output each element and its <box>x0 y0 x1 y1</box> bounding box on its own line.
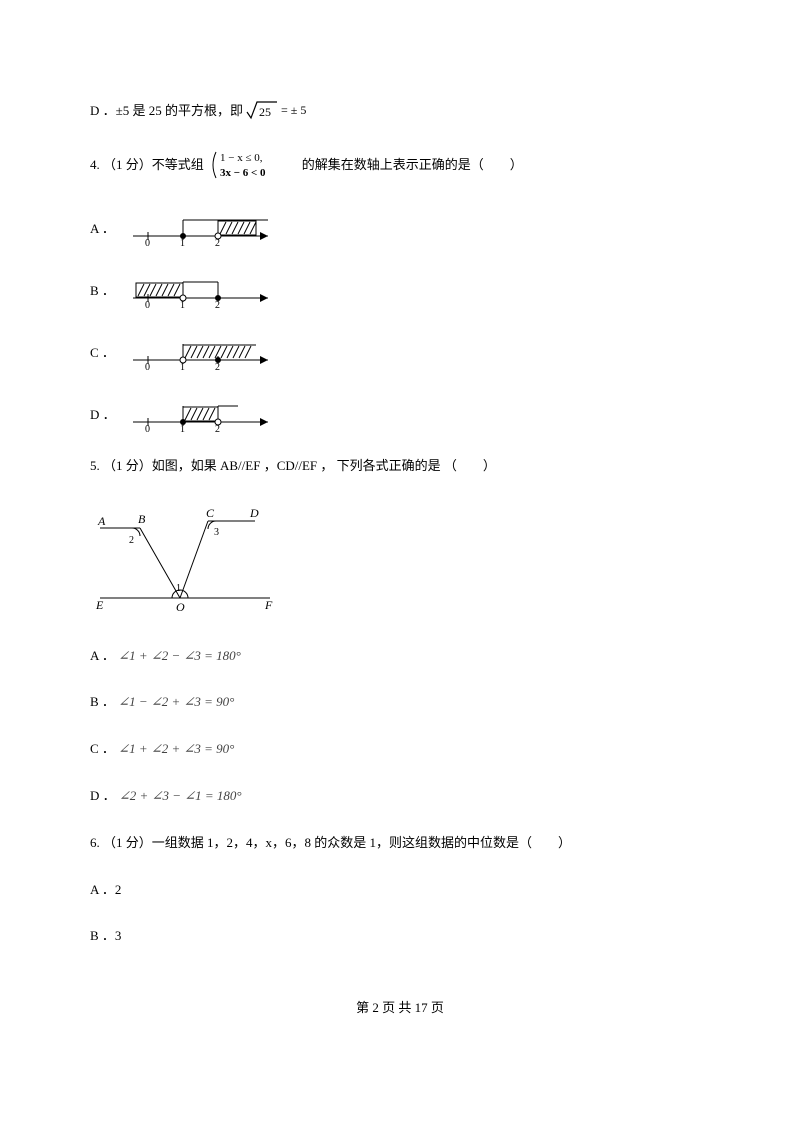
math-expr: ∠2 + ∠3 − ∠1 = 180° <box>119 788 242 803</box>
math-expr: ∠1 − ∠2 + ∠3 = 90° <box>118 694 234 709</box>
math-expr: ∠1 + ∠2 − ∠3 = 180° <box>118 648 241 663</box>
svg-text:3: 3 <box>214 527 219 538</box>
svg-text:0: 0 <box>145 238 150 246</box>
svg-text:B: B <box>138 512 146 526</box>
inequality-system-icon: 1 − x ≤ 0, 3x − 6 < 0 <box>208 148 298 182</box>
option-label: C ． <box>90 342 118 361</box>
option-label: B ． <box>90 694 115 709</box>
q4-option-c: C ． 0 1 2 <box>90 332 710 370</box>
option-label: B ． <box>90 280 118 299</box>
svg-text:0: 0 <box>145 362 150 370</box>
svg-text:F: F <box>264 598 273 612</box>
q3-option-d: D ．±5 是 25 的平方根，即 25 = ± 5 <box>90 100 710 122</box>
svg-text:25: 25 <box>259 105 271 119</box>
q4-option-d: D ． 0 1 2 <box>90 394 710 432</box>
svg-text:= ± 5: = ± 5 <box>281 103 306 117</box>
svg-text:0: 0 <box>145 424 150 432</box>
svg-text:1: 1 <box>180 238 185 246</box>
numberline-b-icon: 0 1 2 <box>128 270 278 308</box>
svg-text:3x − 6 < 0: 3x − 6 < 0 <box>220 167 266 179</box>
option-label: C ． <box>90 741 115 756</box>
numberline-c-icon: 0 1 2 <box>128 332 278 370</box>
option-label: D ． <box>90 404 118 423</box>
q5-option-b: B ． ∠1 − ∠2 + ∠3 = 90° <box>90 692 710 713</box>
q4-option-b: B ． 0 1 2 <box>90 270 710 308</box>
q4-stem: 4. （1 分）不等式组 1 − x ≤ 0, 3x − 6 < 0 的解集在数… <box>90 148 710 182</box>
sqrt-expr-icon: 25 = ± 5 <box>245 100 325 122</box>
q5-option-c: C ． ∠1 + ∠2 + ∠3 = 90° <box>90 739 710 760</box>
svg-text:1: 1 <box>180 424 185 432</box>
svg-text:A: A <box>97 514 106 528</box>
numberline-a-icon: 0 1 2 <box>128 208 278 246</box>
page-footer: 第 2 页 共 17 页 <box>90 997 710 1016</box>
svg-text:1 − x ≤ 0,: 1 − x ≤ 0, <box>220 152 263 164</box>
svg-text:D: D <box>249 506 259 520</box>
q5-diagram-wrap: A B C D E O F 1 2 3 <box>90 503 710 620</box>
q6-stem: 6. （1 分）一组数据 1，2，4，x，6，8 的众数是 1，则这组数据的中位… <box>90 833 710 854</box>
q5-stem: 5. （1 分）如图，如果 AB//EF ，CD//EF ， 下列各式正确的是 … <box>90 456 710 477</box>
page-content: D ．±5 是 25 的平方根，即 25 = ± 5 4. （1 分）不等式组 … <box>0 0 800 1056</box>
q4-suffix: 的解集在数轴上表示正确的是（ ） <box>302 155 523 176</box>
svg-text:2: 2 <box>129 535 134 546</box>
option-label: A ． <box>90 218 118 237</box>
q6-option-a: A ．2 <box>90 880 710 901</box>
q6-option-b: B ．3 <box>90 926 710 947</box>
svg-text:1: 1 <box>176 583 181 594</box>
q5-option-d: D ． ∠2 + ∠3 − ∠1 = 180° <box>90 786 710 807</box>
numberline-d-icon: 0 1 2 <box>128 394 278 432</box>
q3d-text: D ．±5 是 25 的平方根，即 <box>90 101 243 122</box>
svg-text:2: 2 <box>215 300 220 308</box>
q5-option-a: A ． ∠1 + ∠2 − ∠3 = 180° <box>90 646 710 667</box>
option-label: A ． <box>90 648 115 663</box>
q5-diagram-icon: A B C D E O F 1 2 3 <box>90 503 280 613</box>
svg-text:0: 0 <box>145 300 150 308</box>
q4-option-a: A ． 0 1 2 <box>90 208 710 246</box>
svg-text:2: 2 <box>215 362 220 370</box>
option-label: D ． <box>90 788 116 803</box>
math-expr: ∠1 + ∠2 + ∠3 = 90° <box>118 741 234 756</box>
svg-text:O: O <box>176 600 185 613</box>
q4-prefix: 4. （1 分）不等式组 <box>90 155 204 176</box>
svg-text:C: C <box>206 506 215 520</box>
svg-text:E: E <box>95 598 104 612</box>
